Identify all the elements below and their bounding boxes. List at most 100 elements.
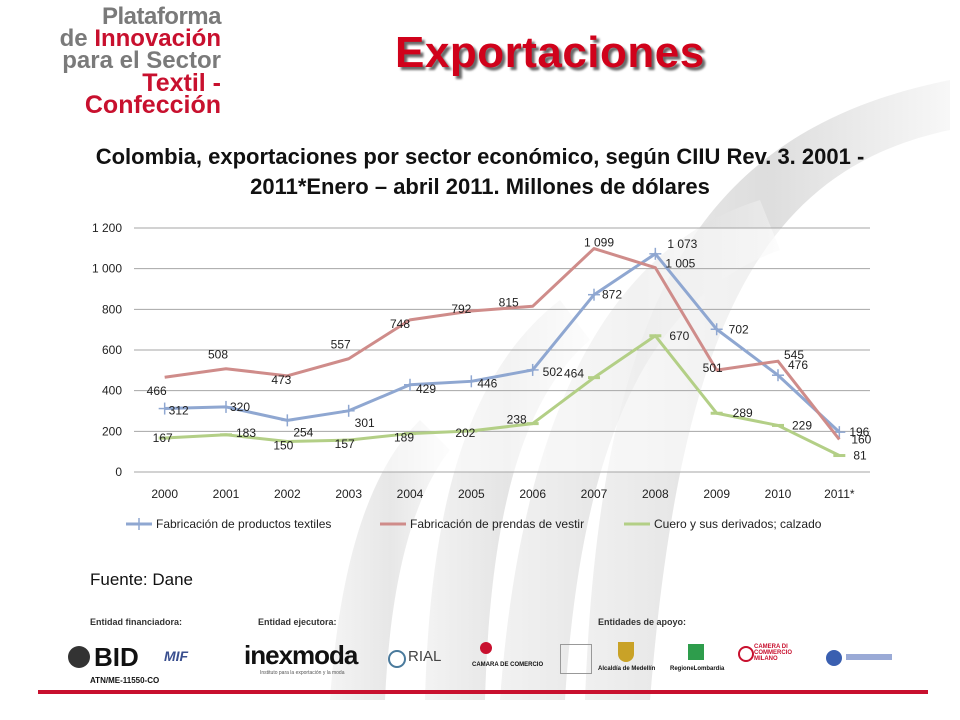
data-label: 167 <box>153 431 173 445</box>
plus-marker <box>281 414 294 427</box>
data-label: 160 <box>851 432 871 446</box>
camera-milano-logo: CAMERA DI COMMERCIO MILANO <box>738 644 818 680</box>
data-label: 508 <box>208 348 228 362</box>
data-label: 446 <box>477 376 497 390</box>
y-tick-label: 200 <box>102 424 122 438</box>
plus-marker <box>710 323 723 336</box>
bid-text: BID <box>94 642 139 672</box>
financing-label: Entidad financiadora: <box>90 617 183 627</box>
data-label: 196 <box>849 425 869 439</box>
x-tick-label: 2008 <box>642 487 669 501</box>
data-label: 1 073 <box>667 237 697 251</box>
atn-code: ATN/ME-11550-CO <box>90 676 160 685</box>
globe-icon <box>68 646 90 668</box>
series-line <box>164 252 841 434</box>
plus-marker <box>342 404 355 417</box>
x-tick-label: 2007 <box>581 487 608 501</box>
cluster-bar <box>846 654 892 660</box>
data-label: 501 <box>703 361 723 375</box>
data-label: 301 <box>355 416 375 430</box>
logo-line3: para el Sector <box>62 47 221 74</box>
cluster-logo <box>826 648 896 672</box>
legend-label: Fabricación de prendas de vestir <box>410 517 584 531</box>
data-label: 320 <box>230 400 250 414</box>
series-line <box>164 247 841 441</box>
data-label: 312 <box>169 404 189 418</box>
x-tick-label: 2001 <box>213 487 240 501</box>
data-label: 202 <box>455 426 475 440</box>
series-lines <box>158 247 846 458</box>
rial-text: RIAL <box>408 648 442 665</box>
source-note: Fuente: Dane <box>90 570 194 589</box>
data-label: 183 <box>236 426 256 440</box>
x-tick-label: 2009 <box>703 487 730 501</box>
chart-title: Colombia, exportaciones por sector econó… <box>20 142 940 202</box>
chart-title-line2: 2011*Enero – abril 2011. Millones de dól… <box>250 174 710 199</box>
x-tick-label: 2011* <box>824 487 855 501</box>
data-label: 502 <box>543 365 563 379</box>
footer-divider <box>38 690 928 694</box>
camera-milano-text: CAMERA DI COMMERCIO MILANO <box>754 644 792 662</box>
milano-crest-logo <box>560 644 592 674</box>
logo-line4: Textil - Confección <box>84 69 221 119</box>
plus-marker <box>649 247 662 260</box>
platform-logo: Plataforma de Innovación para el Sector … <box>6 3 222 119</box>
y-tick-label: 1 200 <box>92 221 122 235</box>
x-tick-label: 2006 <box>519 487 546 501</box>
x-tick-label: 2010 <box>765 487 792 501</box>
x-tick-label: 2002 <box>274 487 301 501</box>
data-label: 150 <box>273 439 293 453</box>
data-label: 476 <box>788 358 808 372</box>
camara-logo: CAMARA DE COMERCIO <box>472 642 562 682</box>
legend-label: Fabricación de productos textiles <box>156 517 331 531</box>
y-tick-label: 400 <box>102 384 122 398</box>
data-label: 429 <box>416 382 436 396</box>
shield-icon <box>618 642 634 662</box>
lombardia-logo: RegioneLombardia <box>670 644 730 680</box>
data-label: 1 005 <box>665 257 695 271</box>
data-label: 289 <box>733 406 753 420</box>
data-label: 557 <box>331 338 351 352</box>
logo-line1: Plataforma <box>101 3 222 30</box>
data-label: 748 <box>390 317 410 331</box>
rose-icon <box>688 644 704 660</box>
data-label: 238 <box>507 413 527 427</box>
inexmoda-logo: inexmoda Instituto para la exportación y… <box>244 640 364 680</box>
support-label: Entidades de apoyo: <box>598 617 687 627</box>
plus-marker <box>220 400 232 413</box>
y-tick-label: 0 <box>115 465 122 479</box>
cluster-icon <box>826 650 842 666</box>
plus-marker <box>526 363 539 376</box>
seal-icon <box>738 646 754 662</box>
data-labels: 312 320 254 301 429 446 502 872 1 073 702 476 196 46… <box>147 236 872 463</box>
series-line <box>164 334 840 457</box>
logo-line2-de: de <box>59 25 95 52</box>
y-tick-label: 800 <box>102 302 122 316</box>
plus-marker <box>772 369 784 382</box>
data-label: 815 <box>499 295 519 309</box>
inexmoda-subtitle: Instituto para la exportación y la moda <box>260 670 345 676</box>
mif-text: MIF <box>164 648 189 664</box>
rial-logo: RIAL <box>388 646 458 676</box>
inexmoda-text: inexmoda <box>244 640 358 670</box>
page-title: Exportaciones <box>395 28 705 77</box>
logo-line2: de Innovación <box>6 25 221 52</box>
y-tick-label: 1 000 <box>92 262 122 276</box>
bid-logo: BID MIF ATN/ME-11550-CO <box>68 640 198 685</box>
y-tick-label: 600 <box>102 343 122 357</box>
legend: Fabricación de productos textiles Fabrica… <box>126 517 822 531</box>
x-tick-label: 2000 <box>151 487 178 501</box>
alcaldia-logo: Alcaldía de Medellín <box>598 642 658 682</box>
data-label: 464 <box>564 367 584 381</box>
camara-icon <box>480 642 492 654</box>
data-label: 872 <box>602 288 622 302</box>
lombardia-text: RegioneLombardia <box>670 666 725 672</box>
data-label: 466 <box>147 384 167 398</box>
data-label: 189 <box>394 431 414 445</box>
data-label: 792 <box>451 302 471 316</box>
x-tick-label: 2005 <box>458 487 485 501</box>
data-label: 81 <box>853 449 867 463</box>
y-axis-ticks: 0 200 400 600 800 1 000 1 200 <box>92 221 122 479</box>
plus-marker <box>158 402 171 415</box>
